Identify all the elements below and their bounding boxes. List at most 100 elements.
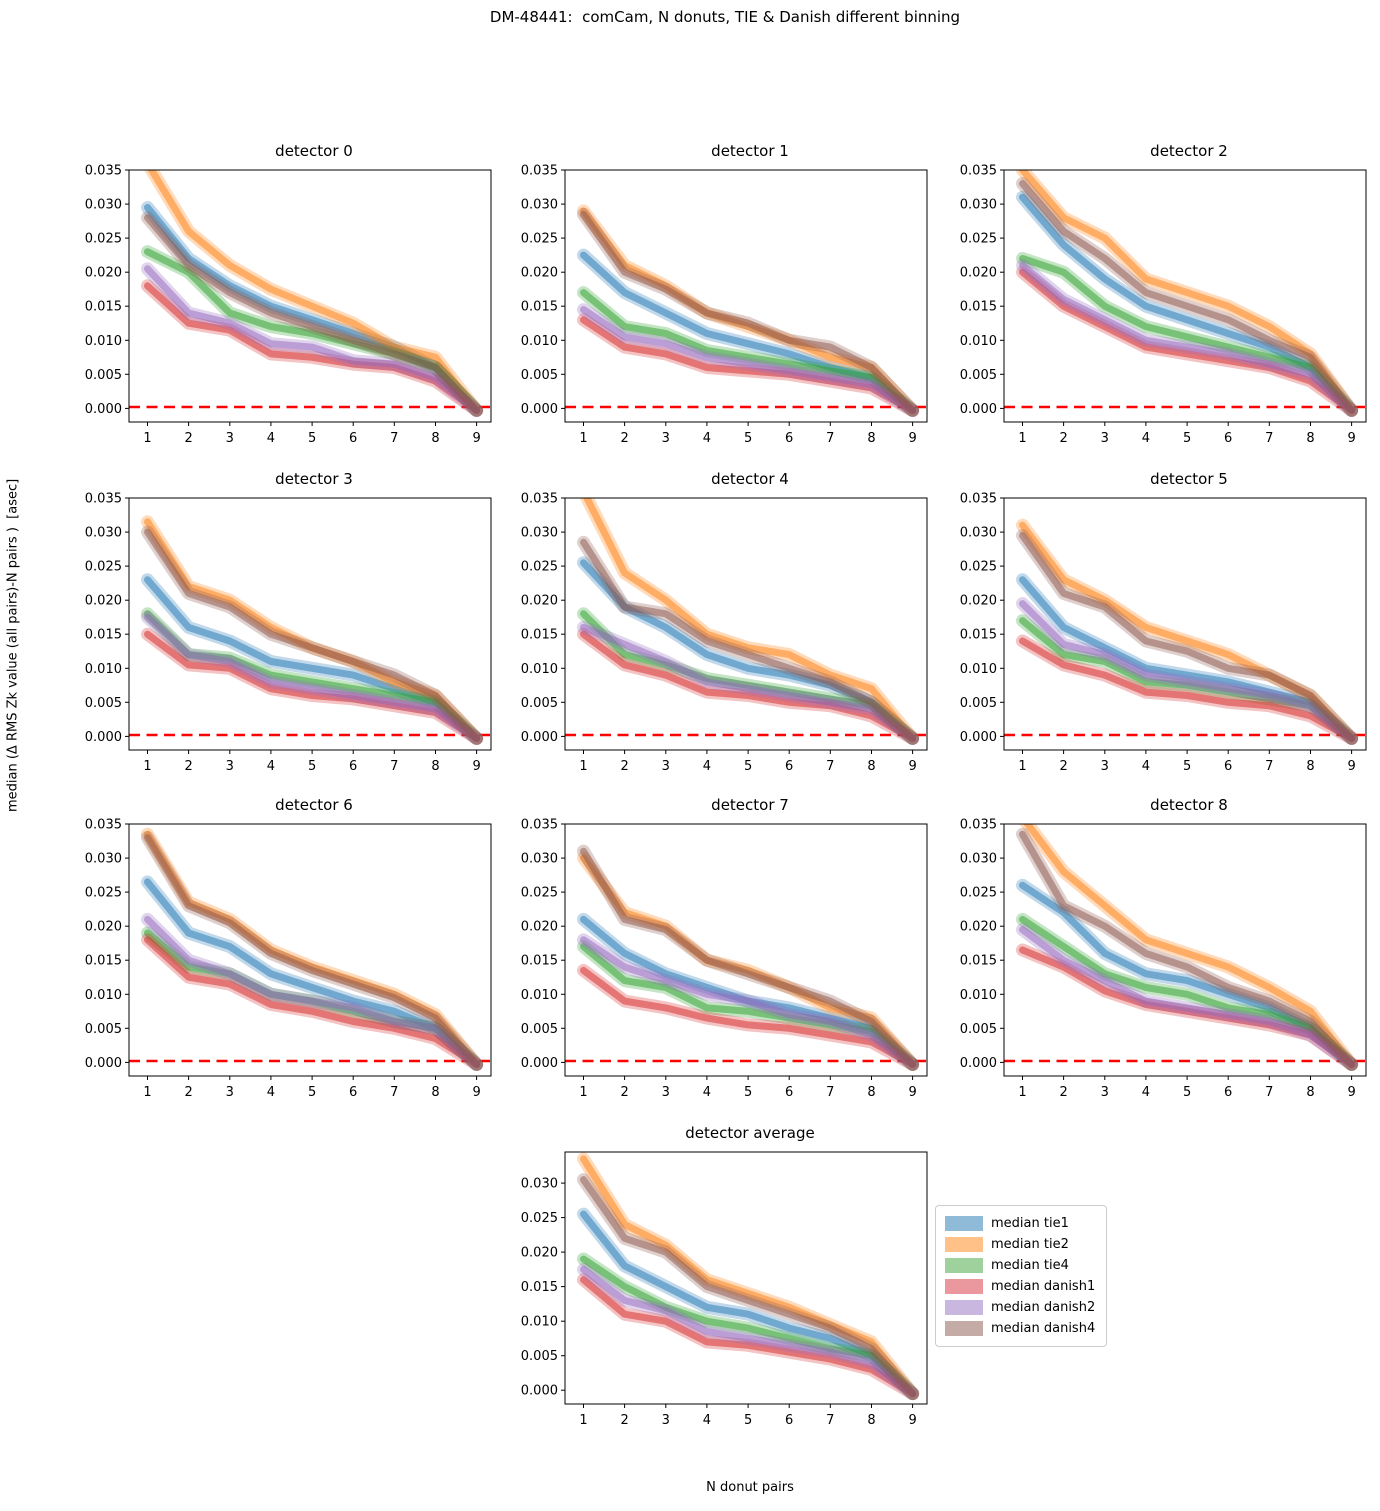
y-tick-label: 0.015: [960, 954, 997, 969]
chart-canvas-detector-2: 0.000 0.005 0.010 0.015 0.020 0.025 0.030 0.035…: [960, 164, 1367, 446]
legend-swatch-danish2: [945, 1300, 983, 1315]
x-tick-label: 3: [226, 759, 234, 774]
y-tick-label: 0.025: [960, 886, 997, 901]
series-line-median-tie4: [1019, 915, 1356, 1068]
x-tick-label: 5: [308, 1085, 316, 1100]
y-tick-label: 0.015: [85, 300, 122, 315]
y-tick-label: 0.010: [85, 334, 122, 349]
y-tick-label: 0.030: [85, 852, 122, 867]
axes-frame: [564, 1151, 928, 1405]
y-tick-label: 0.030: [960, 526, 997, 541]
subplot-title-detector-6: detector 6: [275, 796, 353, 814]
subplot-detector-3: detector 3 0.000 0.005 0.010 0.015 0.020 0.02…: [69, 466, 499, 782]
x-tick-label: 2: [184, 431, 192, 446]
chart-canvas-detector-5: 0.000 0.005 0.010 0.015 0.020 0.025 0.030 0.035…: [960, 492, 1367, 774]
x-tick-label: 9: [472, 431, 480, 446]
x-tick-label: 6: [785, 1413, 793, 1428]
x-tick-label: 8: [867, 1413, 875, 1428]
y-tick-label: 0.015: [521, 1280, 558, 1295]
series-line-median-danish2: [580, 306, 917, 414]
x-tick-label: 3: [662, 431, 670, 446]
legend: median tie1 median tie2 median tie4 medi…: [935, 1205, 1107, 1347]
y-tick-label: 0.005: [521, 368, 558, 383]
y-tick-label: 0.020: [85, 594, 122, 609]
legend-label-tie4: median tie4: [991, 1258, 1069, 1273]
y-tick-label: 0.030: [85, 198, 122, 213]
y-tick-label: 0.020: [960, 594, 997, 609]
x-tick-label: 8: [1306, 759, 1314, 774]
x-tick-label: 6: [1224, 431, 1232, 446]
x-tick-label: 2: [1059, 431, 1067, 446]
x-tick-label: 3: [1101, 759, 1109, 774]
x-tick-label: 4: [267, 431, 275, 446]
x-tick-label: 5: [1183, 431, 1191, 446]
axes-frame: [564, 497, 928, 751]
x-tick-label: 1: [143, 1085, 151, 1100]
x-tick-label: 9: [908, 1085, 916, 1100]
legend-entry-danish4: median danish4: [945, 1318, 1097, 1339]
subplot-title-detector-0: detector 0: [275, 142, 353, 160]
legend-label-danish1: median danish1: [991, 1279, 1096, 1294]
subplot-detector-6: detector 6 0.000 0.005 0.010 0.015 0.020 0.02…: [69, 792, 499, 1108]
x-tick-label: 8: [431, 1085, 439, 1100]
x-tick-label: 3: [226, 431, 234, 446]
x-tick-label: 5: [1183, 1085, 1191, 1100]
x-tick-label: 8: [1306, 431, 1314, 446]
subplot-detector-0: detector 0 0.000 0.005 0.010 0.015 0.020 0.02…: [69, 138, 499, 454]
y-tick-label: 0.005: [521, 1349, 558, 1364]
x-tick-label: 4: [1142, 759, 1150, 774]
x-tick-label: 5: [744, 1085, 752, 1100]
y-tick-label: 0.030: [960, 198, 997, 213]
x-tick-label: 5: [308, 431, 316, 446]
y-tick-label: 0.010: [85, 662, 122, 677]
series-line-median-danish4: [1019, 180, 1356, 414]
y-tick-label: 0.020: [85, 266, 122, 281]
series-line-median-danish2: [1019, 600, 1356, 742]
x-tick-label: 1: [579, 1413, 587, 1428]
y-tick-label: 0.030: [521, 526, 558, 541]
y-tick-label: 0.025: [85, 232, 122, 247]
series-line-median-danish4: [580, 847, 917, 1068]
y-tick-label: 0.000: [521, 402, 558, 417]
x-tick-label: 7: [826, 759, 834, 774]
y-tick-label: 0.000: [521, 1384, 558, 1399]
y-tick-label: 0.000: [521, 1056, 558, 1071]
series-line-median-danish2: [1019, 926, 1356, 1068]
y-tick-label: 0.035: [85, 164, 122, 179]
y-tick-label: 0.035: [521, 164, 558, 179]
x-tick-label: 6: [1224, 1085, 1232, 1100]
y-tick-label: 0.020: [85, 920, 122, 935]
x-tick-label: 1: [143, 759, 151, 774]
y-tick-label: 0.000: [960, 1056, 997, 1071]
series-line-median-danish1: [1019, 268, 1356, 414]
x-tick-label: 7: [826, 1085, 834, 1100]
y-tick-label: 0.025: [85, 886, 122, 901]
x-tick-label: 6: [785, 1085, 793, 1100]
y-tick-label: 0.010: [521, 662, 558, 677]
series-line-median-danish2: [1019, 261, 1356, 414]
x-tick-label: 7: [390, 1085, 398, 1100]
x-tick-label: 1: [579, 759, 587, 774]
subplot-detector-average: detector average 0.000 0.005 0.010 0.015 0.0…: [505, 1120, 935, 1436]
y-tick-label: 0.000: [960, 402, 997, 417]
x-tick-label: 2: [1059, 759, 1067, 774]
x-tick-label: 6: [1224, 759, 1232, 774]
y-tick-label: 0.020: [960, 920, 997, 935]
y-tick-label: 0.020: [521, 266, 558, 281]
subplot-detector-7: detector 7 0.000 0.005 0.010 0.015 0.020 0.02…: [505, 792, 935, 1108]
x-tick-label: 6: [785, 759, 793, 774]
y-tick-label: 0.015: [521, 300, 558, 315]
x-tick-label: 5: [744, 1413, 752, 1428]
y-tick-label: 0.025: [521, 1211, 558, 1226]
series-line-median-danish2: [580, 1265, 917, 1398]
x-tick-label: 4: [703, 1413, 711, 1428]
y-tick-label: 0.035: [960, 164, 997, 179]
y-tick-label: 0.035: [521, 818, 558, 833]
series-line-median-danish4: [1019, 830, 1356, 1068]
subplot-detector-2: detector 2 0.000 0.005 0.010 0.015 0.020 0.02…: [944, 138, 1374, 454]
y-tick-label: 0.015: [521, 954, 558, 969]
legend-label-danish4: median danish4: [991, 1321, 1096, 1336]
subplot-detector-1: detector 1 0.000 0.005 0.010 0.015 0.020 0.02…: [505, 138, 935, 454]
figure-title: DM-48441: comCam, N donuts, TIE & Danish…: [489, 8, 961, 26]
